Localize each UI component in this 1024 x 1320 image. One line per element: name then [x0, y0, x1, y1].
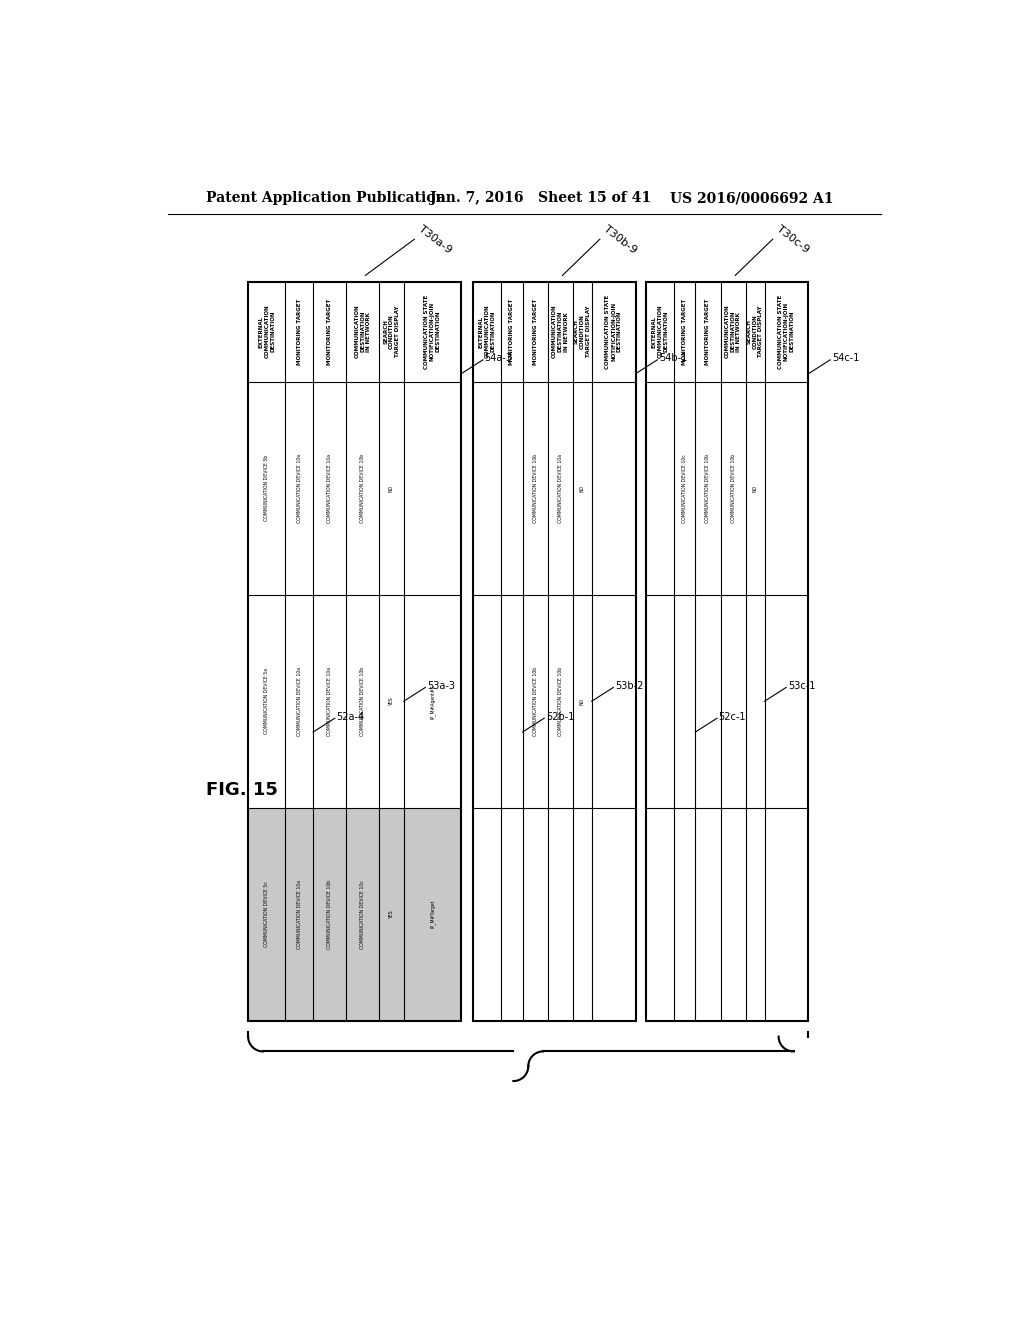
Text: T30c-9: T30c-9: [775, 223, 811, 255]
Text: COMMUNICATION DEVICE 10c: COMMUNICATION DEVICE 10c: [682, 454, 687, 523]
Text: COMMUNICATION DEVICE 10b: COMMUNICATION DEVICE 10b: [558, 667, 563, 735]
Text: COMMUNICATION DEVICE 10b: COMMUNICATION DEVICE 10b: [327, 879, 332, 949]
Text: 52c-1: 52c-1: [719, 711, 746, 722]
Text: YES: YES: [389, 697, 394, 706]
Text: COMMUNICATION
DESTINATION
IN NETWORK: COMMUNICATION DESTINATION IN NETWORK: [552, 305, 568, 359]
Text: COMMUNICATION DEVICE 10a: COMMUNICATION DEVICE 10a: [297, 454, 302, 523]
Text: NO: NO: [580, 484, 585, 492]
Text: 53a-3: 53a-3: [427, 681, 455, 690]
Text: COMMUNICATION
DESTINATION
IN NETWORK: COMMUNICATION DESTINATION IN NETWORK: [725, 305, 741, 359]
Text: SEARCH
CONDITION
TARGET DISPLAY: SEARCH CONDITION TARGET DISPLAY: [574, 306, 591, 358]
Text: COMMUNICATION DEVICE 10b: COMMUNICATION DEVICE 10b: [360, 454, 366, 523]
Text: 53b-2: 53b-2: [615, 681, 643, 690]
Text: COMMUNICATION DEVICE 10a: COMMUNICATION DEVICE 10a: [297, 880, 302, 949]
Text: T30a-9: T30a-9: [417, 223, 454, 255]
Text: 53c-1: 53c-1: [787, 681, 815, 690]
Bar: [646, 281, 809, 1020]
Text: EXTERNAL
COMMUNICATION
DESTINATION: EXTERNAL COMMUNICATION DESTINATION: [479, 305, 496, 359]
Text: COMMUNICATION DEVICE 5b: COMMUNICATION DEVICE 5b: [264, 455, 269, 521]
Text: NO: NO: [753, 484, 758, 492]
Bar: [473, 281, 636, 1020]
Text: COMMUNICATION DEVICE 10a: COMMUNICATION DEVICE 10a: [558, 454, 563, 523]
Text: MONITORING TARGET: MONITORING TARGET: [532, 298, 538, 364]
Text: MONITORING TARGET: MONITORING TARGET: [682, 298, 687, 364]
Text: COMMUNICATION DEVICE 10a: COMMUNICATION DEVICE 10a: [297, 667, 302, 735]
Text: 54a-3: 54a-3: [484, 354, 512, 363]
Text: MONITORING TARGET: MONITORING TARGET: [706, 298, 711, 364]
Text: 54b-1: 54b-1: [658, 354, 687, 363]
Text: COMMUNICATION DEVICE 10b: COMMUNICATION DEVICE 10b: [706, 454, 711, 523]
Text: COMMUNICATION STATE
NOTIFICATION-JOIN
DESTINATION: COMMUNICATION STATE NOTIFICATION-JOIN DE…: [605, 294, 622, 368]
Text: SEARCH
CONDITION
TARGET DISPLAY: SEARCH CONDITION TARGET DISPLAY: [746, 306, 764, 358]
Text: COMMUNICATION
DESTINATION
IN NETWORK: COMMUNICATION DESTINATION IN NETWORK: [354, 305, 371, 359]
Text: 54c-1: 54c-1: [831, 354, 859, 363]
Text: 52b-1: 52b-1: [546, 711, 574, 722]
Text: COMMUNICATION DEVICE 10b: COMMUNICATION DEVICE 10b: [360, 667, 366, 735]
Text: NO: NO: [389, 484, 394, 492]
Text: COMMUNICATION DEVICE 10a: COMMUNICATION DEVICE 10a: [327, 454, 332, 523]
Text: EXTERNAL
COMMUNICATION
DESTINATION: EXTERNAL COMMUNICATION DESTINATION: [651, 305, 669, 359]
Text: IP_M#Agent#2: IP_M#Agent#2: [430, 684, 435, 718]
Text: COMMUNICATION DEVICE 10b: COMMUNICATION DEVICE 10b: [731, 454, 735, 523]
Text: COMMUNICATION STATE
NOTIFICATION-JOIN
DESTINATION: COMMUNICATION STATE NOTIFICATION-JOIN DE…: [778, 294, 795, 368]
Text: MONITORING TARGET: MONITORING TARGET: [297, 298, 302, 364]
Bar: [248, 808, 461, 1020]
Text: MONITORING TARGET: MONITORING TARGET: [327, 298, 332, 364]
Text: FIG. 15: FIG. 15: [206, 781, 278, 799]
Text: Jan. 7, 2016   Sheet 15 of 41: Jan. 7, 2016 Sheet 15 of 41: [430, 191, 651, 206]
Text: SEARCH
CONDITION
TARGET DISPLAY: SEARCH CONDITION TARGET DISPLAY: [383, 306, 399, 358]
Bar: [248, 281, 461, 1020]
Text: COMMUNICATION DEVICE 5c: COMMUNICATION DEVICE 5c: [264, 882, 269, 948]
Text: COMMUNICATION STATE
NOTIFICATION-JOIN
DESTINATION: COMMUNICATION STATE NOTIFICATION-JOIN DE…: [424, 294, 440, 368]
Text: 52a-4: 52a-4: [336, 711, 365, 722]
Text: COMMUNICATION DEVICE 10b: COMMUNICATION DEVICE 10b: [532, 454, 538, 523]
Text: NO: NO: [580, 698, 585, 705]
Text: US 2016/0006692 A1: US 2016/0006692 A1: [671, 191, 834, 206]
Text: Patent Application Publication: Patent Application Publication: [206, 191, 445, 206]
Text: YES: YES: [389, 909, 394, 919]
Text: T30b-9: T30b-9: [602, 223, 639, 255]
Text: COMMUNICATION DEVICE 10c: COMMUNICATION DEVICE 10c: [360, 880, 366, 949]
Text: COMMUNICATION DEVICE 10b: COMMUNICATION DEVICE 10b: [532, 667, 538, 735]
Text: IP_M#Target: IP_M#Target: [430, 900, 435, 928]
Text: EXTERNAL
COMMUNICATION
DESTINATION: EXTERNAL COMMUNICATION DESTINATION: [258, 305, 275, 359]
Text: COMMUNICATION DEVICE 5a: COMMUNICATION DEVICE 5a: [264, 668, 269, 734]
Text: COMMUNICATION DEVICE 10a: COMMUNICATION DEVICE 10a: [327, 667, 332, 735]
Text: MONITORING TARGET: MONITORING TARGET: [509, 298, 514, 364]
